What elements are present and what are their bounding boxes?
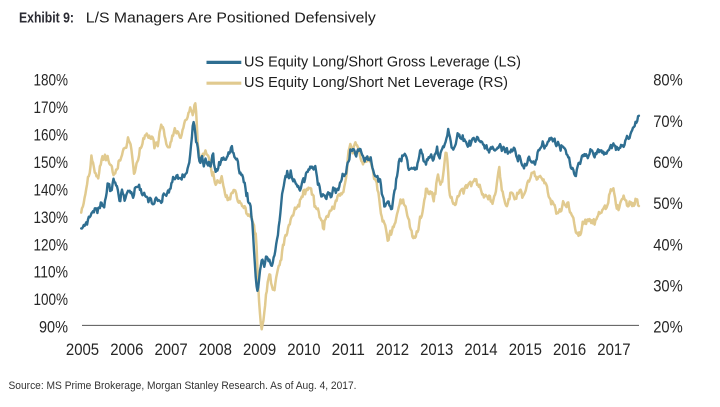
svg-text:30%: 30% [653, 276, 683, 295]
svg-text:140%: 140% [34, 180, 69, 199]
svg-text:170%: 170% [34, 98, 69, 117]
svg-text:160%: 160% [34, 126, 69, 145]
svg-text:110%: 110% [34, 263, 69, 282]
svg-text:80%: 80% [653, 71, 683, 90]
svg-text:180%: 180% [34, 71, 69, 90]
svg-text:2011: 2011 [332, 340, 365, 359]
svg-text:2005: 2005 [66, 340, 99, 359]
svg-text:Source: MS Prime Brokerage, Mo: Source: MS Prime Brokerage, Morgan Stanl… [9, 380, 357, 392]
svg-text:40%: 40% [653, 235, 683, 254]
svg-text:2009: 2009 [243, 340, 276, 359]
svg-text:90%: 90% [39, 318, 68, 337]
svg-text:2015: 2015 [509, 340, 542, 359]
svg-text:150%: 150% [34, 153, 69, 172]
svg-text:2014: 2014 [464, 340, 497, 359]
svg-text:2012: 2012 [376, 340, 409, 359]
svg-text:L/S Managers Are Positioned De: L/S Managers Are Positioned Defensively [86, 9, 377, 26]
svg-text:50%: 50% [653, 194, 683, 213]
svg-text:2007: 2007 [155, 340, 188, 359]
svg-text:US Equity Long/Short Gross Lev: US Equity Long/Short Gross Leverage (LS) [244, 54, 521, 70]
svg-text:130%: 130% [34, 208, 69, 227]
svg-text:120%: 120% [34, 235, 69, 254]
svg-text:Exhibit 9:: Exhibit 9: [19, 10, 74, 26]
svg-text:US Equity Long/Short Net Lever: US Equity Long/Short Net Leverage (RS) [244, 75, 508, 91]
svg-text:2010: 2010 [287, 340, 320, 359]
svg-text:60%: 60% [653, 153, 683, 172]
svg-text:20%: 20% [653, 318, 683, 337]
svg-text:2017: 2017 [597, 340, 630, 359]
svg-text:2013: 2013 [420, 340, 453, 359]
svg-text:2006: 2006 [110, 340, 143, 359]
svg-text:2008: 2008 [199, 340, 232, 359]
svg-text:2016: 2016 [553, 340, 586, 359]
svg-text:70%: 70% [653, 112, 683, 131]
svg-text:100%: 100% [34, 290, 69, 309]
